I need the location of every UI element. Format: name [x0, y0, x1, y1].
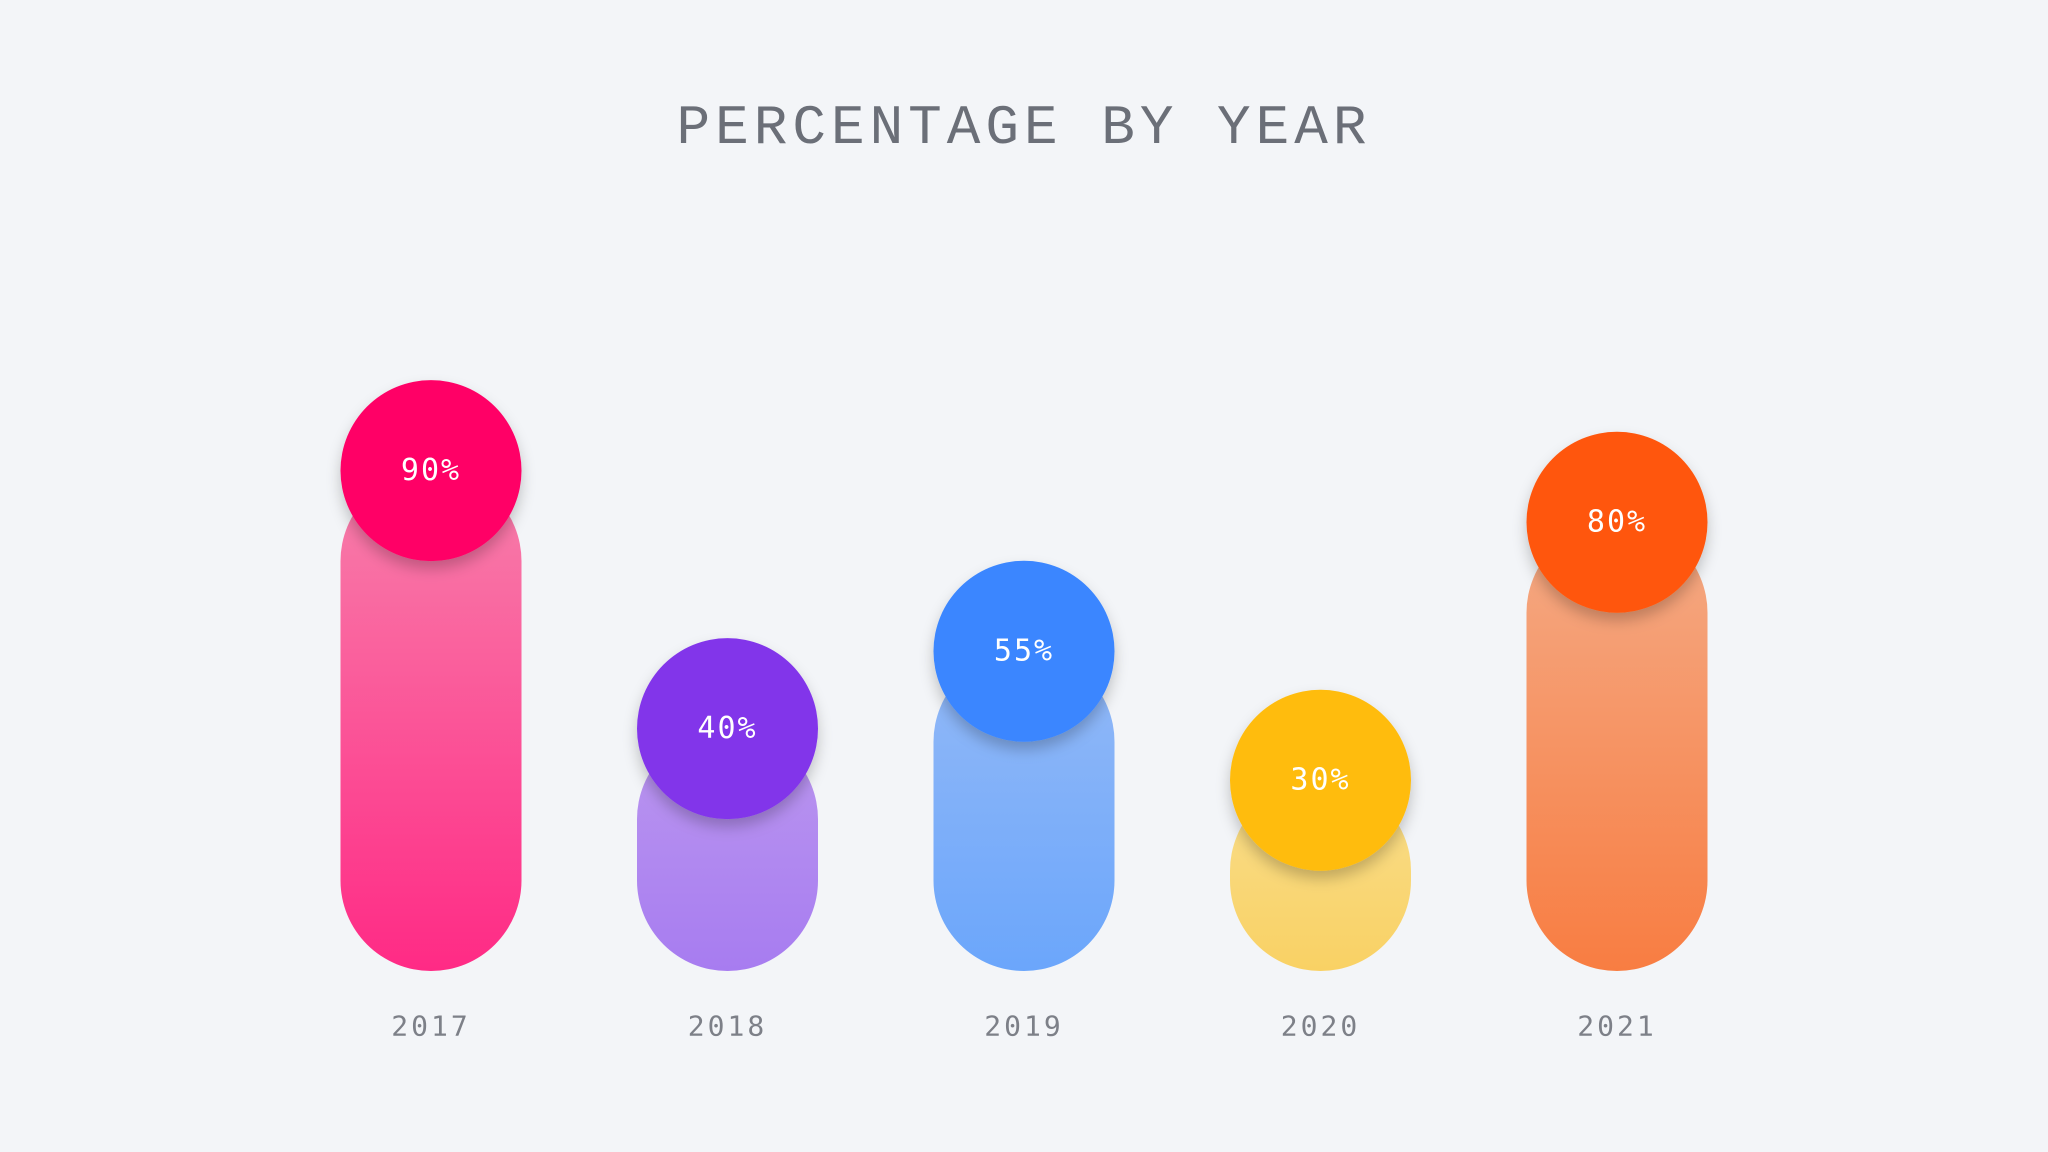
bar-2017: 90%	[340, 380, 522, 971]
bar-2019: 55%	[933, 560, 1115, 971]
bar-body-2017	[340, 470, 522, 971]
value-label-2020: 30%	[1290, 763, 1350, 798]
bar-cap-2021	[1526, 431, 1708, 613]
value-label-2018: 40%	[697, 711, 757, 746]
bar-2021: 80%	[1526, 431, 1708, 971]
category-label-2017: 2017	[391, 1010, 470, 1043]
category-label-2019: 2019	[984, 1010, 1063, 1043]
bar-2018: 40%	[637, 638, 818, 971]
value-label-2019: 55%	[994, 634, 1054, 669]
category-label-2021: 2021	[1577, 1010, 1656, 1043]
chart-title: PERCENTAGE BY YEAR	[676, 96, 1372, 160]
bar-cap-2018	[637, 638, 818, 820]
bar-2020: 30%	[1230, 689, 1411, 971]
bars-layer: 90% 40% 55% 30% 80%	[340, 380, 1708, 971]
bar-body-2019	[933, 651, 1115, 971]
value-label-2021: 80%	[1587, 505, 1647, 540]
category-label-2020: 2020	[1281, 1010, 1360, 1043]
category-label-2018: 2018	[688, 1010, 767, 1043]
bar-body-2021	[1526, 522, 1708, 971]
bar-cap-2017	[340, 380, 522, 562]
category-labels-layer: 2017 2018 2019 2020 2021	[391, 1010, 1656, 1043]
value-label-2017: 90%	[401, 453, 461, 488]
bar-cap-2020	[1230, 689, 1411, 871]
bar-cap-2019	[933, 560, 1115, 742]
